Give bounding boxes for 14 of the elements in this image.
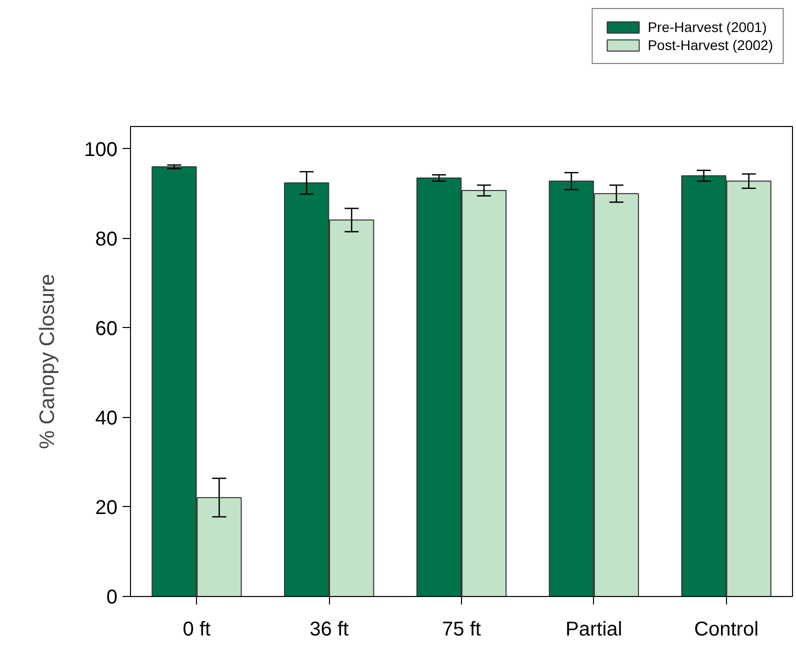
y-tick-label: 100 — [84, 138, 118, 161]
y-tick-label: 40 — [95, 407, 118, 430]
x-tick-label: Partial — [566, 618, 622, 640]
y-tick-label: 0 — [106, 586, 118, 608]
x-tick-label: 36 ft — [310, 618, 349, 640]
y-tick-label: 60 — [95, 318, 118, 340]
x-tick-label: 75 ft — [442, 618, 482, 640]
y-tick-label: 80 — [95, 228, 118, 250]
y-tick-label: 20 — [95, 496, 118, 519]
y-axis-title: % Canopy Closure — [36, 274, 60, 450]
x-tick-label: Control — [694, 618, 759, 640]
legend-label: Pre-Harvest (2001) — [648, 19, 767, 35]
legend-label: Post-Harvest (2002) — [648, 37, 773, 53]
x-tick-label: 0 ft — [182, 618, 212, 640]
